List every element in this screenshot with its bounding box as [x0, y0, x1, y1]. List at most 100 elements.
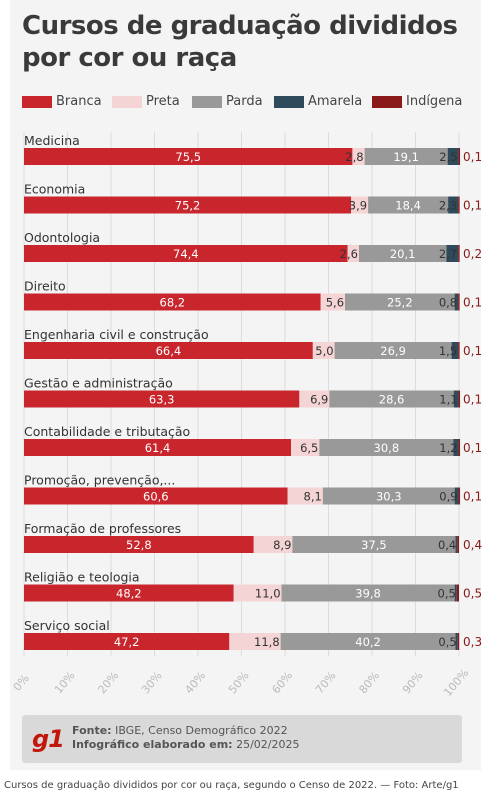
bar-segment — [455, 536, 458, 553]
bar-segment — [364, 148, 448, 165]
legend-label-indigena: Indígena — [406, 94, 463, 109]
bar-segment — [253, 536, 293, 553]
bar-segment — [345, 293, 455, 311]
bar-segment — [24, 439, 292, 456]
bar-segment — [292, 536, 456, 553]
bar-segment — [448, 196, 459, 214]
source-footer: g1 Fonte: IBGE, Censo Demográfico 2022 I… — [22, 715, 462, 763]
bar-segment — [456, 584, 459, 602]
bar-segment — [24, 196, 352, 214]
data-label: 30,3 — [376, 490, 402, 504]
data-label-indigena: 0,1 — [463, 441, 482, 455]
legend-label-amarela: Amarela — [308, 94, 363, 109]
legend-label-parda: Parda — [226, 94, 263, 109]
data-label-indigena: 0,3 — [463, 635, 482, 649]
bar-segment — [322, 487, 455, 505]
bar-segment — [299, 390, 330, 408]
category-label: Gestão e administração — [24, 376, 173, 391]
category-label: Serviço social — [24, 618, 110, 633]
x-tick-label: 20% — [95, 669, 121, 696]
data-label-indigena: 0,1 — [463, 296, 482, 310]
category-label: Religião e teologia — [24, 570, 140, 585]
bar-segment — [458, 439, 461, 456]
bar-segment — [24, 342, 313, 359]
data-label: 19,1 — [393, 150, 419, 164]
data-label: 8,1 — [304, 490, 322, 504]
data-label: 2,8 — [345, 150, 363, 164]
category-label: Formação de professores — [24, 521, 181, 536]
data-label: 18,4 — [395, 199, 421, 213]
x-tick-label: 60% — [269, 669, 295, 696]
data-label-indigena: 0,2 — [463, 247, 482, 261]
x-tick-label: 50% — [226, 669, 252, 696]
category-label: Medicina — [24, 133, 80, 148]
bar-segment — [458, 390, 461, 408]
data-label: 11,8 — [254, 635, 280, 649]
chart-title: Cursos de graduação divididos por cor ou… — [22, 11, 458, 73]
data-label: 75,5 — [175, 150, 201, 164]
data-label: 66,4 — [156, 344, 182, 358]
bar-segment — [458, 487, 461, 505]
data-label: 28,6 — [379, 393, 405, 407]
stacked-bar-chart: Medicina 75,5 2,8 19,1 2,5 0,1 Economia 75,2 3,9… — [11, 132, 482, 699]
source-value: IBGE, Censo Demográfico 2022 — [115, 724, 288, 737]
bar-segment — [458, 293, 460, 311]
bar-segment — [280, 633, 456, 650]
data-label: 6,9 — [310, 393, 328, 407]
bar-segment — [291, 439, 320, 456]
bar-segment — [24, 390, 300, 408]
x-tick-label: 30% — [139, 669, 165, 696]
data-label: 68,2 — [160, 296, 186, 310]
bar-segment — [24, 245, 348, 262]
bar-segment — [453, 390, 459, 408]
source-text: Fonte: IBGE, Censo Demográfico 2022 Info… — [72, 724, 299, 752]
data-label-indigena: 0,1 — [463, 490, 482, 504]
photo-caption: Cursos de graduação divididos por cor ou… — [4, 780, 459, 791]
data-label-indigena: 0,5 — [463, 587, 482, 601]
data-label: 8,9 — [273, 538, 291, 552]
bar-segment — [320, 293, 346, 311]
x-tick-label: 90% — [400, 669, 426, 696]
bar-segment — [454, 487, 459, 505]
bar-segment — [24, 487, 288, 505]
legend-swatch-branca — [22, 96, 52, 108]
data-label: 1,1 — [439, 393, 457, 407]
legend-label-branca: Branca — [56, 94, 102, 109]
bar-segment — [458, 245, 460, 262]
data-label: 47,2 — [114, 635, 140, 649]
data-label: 25,2 — [387, 296, 413, 310]
bar-segment — [458, 196, 460, 214]
bar-segment — [24, 633, 230, 650]
data-label: 63,3 — [149, 393, 175, 407]
data-label: 60,6 — [143, 490, 169, 504]
data-label-indigena: 0,1 — [463, 199, 482, 213]
bar-segment — [24, 293, 321, 311]
legend-swatch-indigena — [372, 96, 402, 108]
data-label-indigena: 0,4 — [463, 538, 482, 552]
x-tick-label: 40% — [182, 669, 208, 696]
chart-legend: Branca Preta Parda Amarela Indígena — [22, 93, 482, 111]
data-label: 0,8 — [439, 296, 457, 310]
data-label: 2,5 — [439, 150, 457, 164]
x-tick-label: 80% — [356, 669, 382, 696]
x-tick-label: 10% — [52, 669, 78, 696]
made-label: Infográfico elaborado em: — [72, 738, 233, 751]
bar-segment — [352, 148, 365, 165]
bar-segment — [458, 148, 461, 165]
legend-swatch-parda — [192, 96, 222, 108]
data-label-indigena: 0,1 — [463, 344, 482, 358]
data-label: 52,8 — [126, 538, 152, 552]
bar-segment — [454, 293, 459, 311]
bar-segment — [446, 245, 459, 262]
data-label: 40,2 — [355, 635, 381, 649]
data-label: 20,1 — [390, 247, 416, 261]
category-label: Engenharia civil e construção — [24, 327, 209, 342]
x-tick-label: 0% — [11, 672, 32, 694]
legend-swatch-amarela — [274, 96, 304, 108]
data-label: 5,0 — [315, 344, 333, 358]
bar-segment — [24, 536, 254, 553]
bar-segment — [347, 245, 359, 262]
g1-logo: g1 — [32, 725, 65, 753]
bar-segment — [233, 584, 282, 602]
category-label: Economia — [24, 182, 85, 197]
